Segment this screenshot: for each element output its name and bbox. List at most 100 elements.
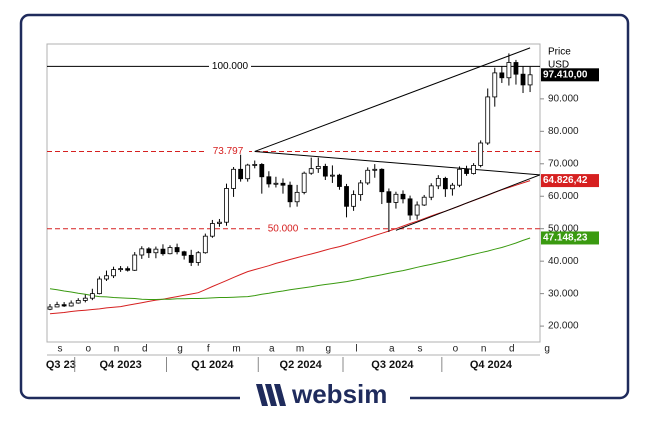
candle-body <box>435 177 441 187</box>
candle-body <box>379 168 385 193</box>
candle-body <box>68 302 74 307</box>
brand: websim <box>291 379 387 409</box>
candle-body <box>280 182 286 186</box>
candle-body <box>61 304 67 307</box>
candle-body <box>139 248 145 256</box>
period-label: Q2 2024 <box>280 359 323 371</box>
candle-body <box>287 184 293 203</box>
trendline <box>254 150 540 176</box>
candle-body <box>266 176 272 185</box>
candle-body <box>308 168 314 174</box>
candle-body <box>181 251 187 256</box>
x-tick-label: g <box>544 344 550 355</box>
candle-body <box>217 221 222 224</box>
x-tick-label: m <box>296 344 304 355</box>
candle-body <box>118 268 123 271</box>
candle-body <box>54 304 60 308</box>
candle-body <box>450 184 455 190</box>
level-label-bg <box>209 60 251 73</box>
candle-body <box>238 168 244 180</box>
candle-body <box>372 168 378 171</box>
last-value-label: 47.148,23 <box>543 233 588 244</box>
y-tick-label: 20.000 <box>548 321 579 332</box>
candle-body <box>195 252 201 263</box>
candle-body <box>245 164 251 180</box>
candle-body <box>527 74 533 86</box>
x-tick-label: a <box>269 344 275 355</box>
x-tick-label: f <box>207 344 210 355</box>
candle-body <box>400 193 406 200</box>
candle-body <box>478 142 484 166</box>
level-label-bg <box>207 145 249 158</box>
candle-body <box>393 193 399 203</box>
candle-body <box>365 169 371 184</box>
candle-body <box>442 177 448 190</box>
level-label: 50.000 <box>268 223 299 234</box>
candle-body <box>146 248 152 254</box>
trendline <box>254 47 531 152</box>
candle-body <box>97 278 102 295</box>
candle-body <box>386 191 392 203</box>
candle-body <box>322 165 328 177</box>
candle-body <box>202 235 208 254</box>
x-tick-label: l <box>355 344 357 355</box>
y-tick-label: 90.000 <box>548 94 579 105</box>
trendline <box>395 174 540 231</box>
candle-body <box>485 96 491 144</box>
candle-body <box>414 204 420 216</box>
x-tick-label: o <box>453 344 459 355</box>
x-tick-label: m <box>232 344 240 355</box>
candle-body <box>82 297 88 301</box>
candle-body <box>132 254 138 271</box>
candle-body <box>47 306 53 310</box>
candle-body <box>75 300 81 304</box>
last-value-label: 64.826,42 <box>543 175 588 186</box>
candle-body <box>457 168 462 186</box>
x-tick-label: d <box>509 344 515 355</box>
y-tick-label: 40.000 <box>548 256 579 267</box>
x-tick-label: d <box>142 344 148 355</box>
y-tick-label: 30.000 <box>548 288 579 299</box>
candle-body <box>464 168 469 174</box>
candle-body <box>153 248 159 254</box>
plot: 100.000 73.797 50.000 <box>47 47 540 315</box>
y-axis-label: Price <box>548 47 571 58</box>
x-tick-label: n <box>481 344 487 355</box>
candle-body <box>209 223 215 237</box>
last-value-box <box>541 68 599 82</box>
candle-body <box>513 62 519 75</box>
candle-body <box>125 268 131 271</box>
ma-line <box>49 237 531 300</box>
x-tick-label: n <box>114 344 120 355</box>
last-value-box <box>541 231 599 245</box>
period-label: Q3 23 <box>46 359 76 371</box>
level-label-bg <box>262 222 304 235</box>
y-axis-unit: USD <box>548 60 569 71</box>
candle-body <box>506 62 512 79</box>
period-label: Q1 2024 <box>191 359 234 371</box>
period-label: Q4 2023 <box>99 359 141 371</box>
x-tick-label: g <box>177 344 183 355</box>
candle-body <box>111 269 116 277</box>
candle-body <box>351 194 356 207</box>
candle-body <box>294 191 300 203</box>
x-tick-label: o <box>85 344 91 355</box>
period-label: Q3 2024 <box>371 359 414 371</box>
y-tick-label: 70.000 <box>548 158 579 169</box>
logo-icon <box>256 384 286 406</box>
x-tick-label: g <box>325 344 331 355</box>
candle-body <box>329 174 335 177</box>
period-label: Q4 2024 <box>470 359 513 371</box>
last-value-label: 97.410,00 <box>543 69 588 80</box>
candle-body <box>104 275 109 280</box>
x-tick-label: s <box>418 344 423 355</box>
candle-body <box>167 247 173 255</box>
candle-body <box>337 174 342 187</box>
candle-body <box>471 165 477 174</box>
frame <box>19 13 630 400</box>
candle-body <box>188 254 194 263</box>
level-label: 73.797 <box>213 146 244 157</box>
candle-body <box>315 165 321 170</box>
candle-body <box>174 247 180 253</box>
candle-body <box>259 164 265 178</box>
